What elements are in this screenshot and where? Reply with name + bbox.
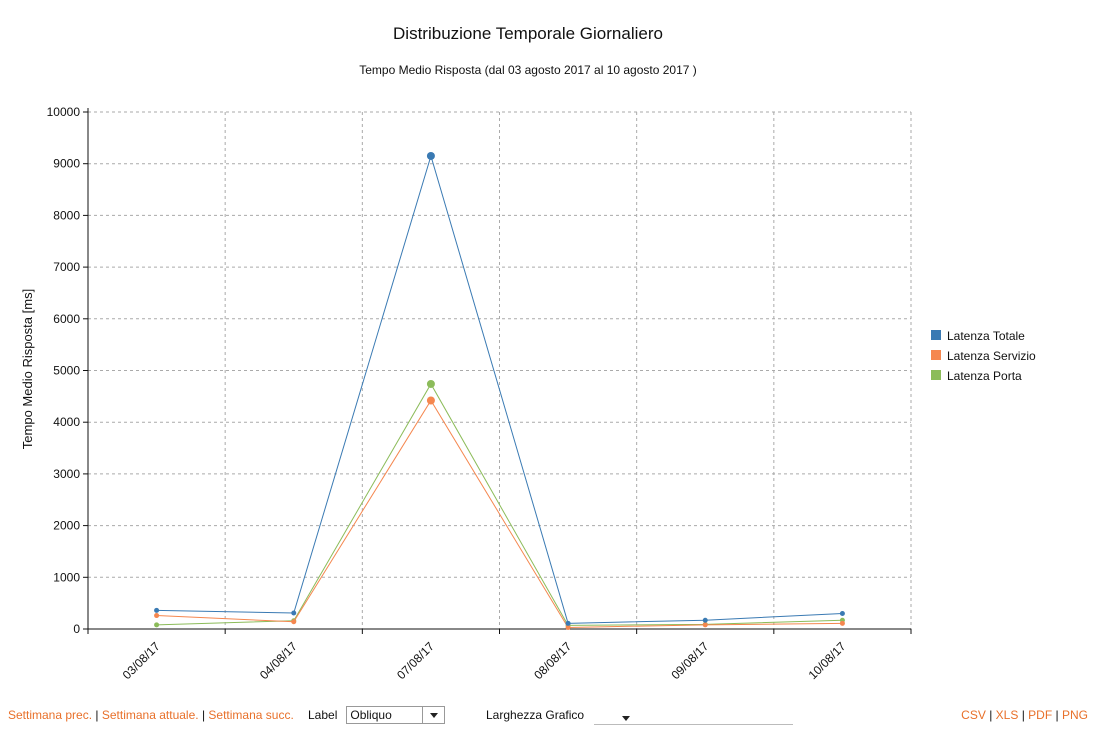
series-group [154, 151, 845, 630]
x-tick-label: 03/08/17 [120, 639, 163, 682]
footer-bar: Settimana prec. | Settimana attuale. | S… [0, 704, 1102, 730]
data-point [839, 610, 845, 616]
nav-separator: | [201, 708, 206, 722]
chart-title: Distribuzione Temporale Giornaliero [393, 24, 663, 43]
legend-swatch [931, 350, 941, 360]
legend-label: Latenza Totale [947, 329, 1025, 343]
x-tick-label: 04/08/17 [257, 639, 300, 682]
axes: 0 1000 2000 3000 4000 5000 6000 7000 8000 9000 100… [47, 105, 912, 682]
legend-label: Latenza Servizio [947, 349, 1036, 363]
nav-separator: | [95, 708, 99, 722]
label-orientation-select[interactable]: Obliquo [346, 706, 446, 724]
dropdown-button[interactable] [422, 707, 444, 723]
chevron-down-icon [429, 712, 438, 718]
series-line [156, 399, 843, 628]
y-tick-label: 7000 [53, 260, 80, 274]
y-tick-label: 9000 [53, 157, 80, 171]
legend-swatch [931, 330, 941, 340]
label-orientation-value: Obliquo [350, 708, 392, 722]
export-png-link[interactable]: PNG [1061, 708, 1088, 722]
label-select-label: Label [308, 708, 338, 722]
chart: Distribuzione Temporale Giornaliero Temp… [20, 24, 1036, 682]
y-tick-label: 4000 [53, 415, 80, 429]
series-line [156, 154, 843, 624]
chart-width-select[interactable] [594, 708, 794, 725]
y-tick-label: 6000 [53, 312, 80, 326]
next-week-link[interactable]: Settimana succ. [208, 708, 294, 722]
export-separator: | [989, 708, 993, 722]
legend-label: Latenza Porta [947, 369, 1022, 383]
x-tick-label: 08/08/17 [531, 639, 574, 682]
export-xls-link[interactable]: XLS [995, 708, 1019, 722]
chart-subtitle: Tempo Medio Risposta (dal 03 agosto 2017… [359, 63, 697, 77]
data-point [565, 624, 571, 630]
x-tick-label: 09/08/17 [668, 639, 711, 682]
legend-swatch [931, 370, 941, 380]
current-week-link[interactable]: Settimana attuale. [101, 708, 199, 722]
data-point [565, 620, 571, 626]
y-tick-label: 3000 [53, 467, 80, 481]
export-pdf-link[interactable]: PDF [1028, 708, 1053, 722]
data-point [291, 619, 297, 625]
y-tick-label: 10000 [47, 105, 81, 119]
export-csv-link[interactable]: CSV [961, 708, 986, 722]
week-navigation: Settimana prec. | Settimana attuale. | S… [8, 708, 294, 722]
y-tick-label: 5000 [53, 364, 80, 378]
x-tick-label: 07/08/17 [394, 639, 437, 682]
data-point [426, 151, 435, 160]
export-separator: | [1055, 708, 1059, 722]
y-tick-label: 1000 [53, 570, 80, 584]
data-point [426, 379, 435, 388]
x-tick-label: 10/08/17 [806, 639, 849, 682]
y-axis-label: Tempo Medio Risposta [ms] [20, 289, 35, 449]
legend: Latenza Totale Latenza Servizio Latenza Po… [931, 329, 1036, 383]
y-tick-label: 8000 [53, 208, 80, 222]
data-point [154, 622, 160, 628]
data-point [154, 607, 160, 613]
chart-width-control: Larghezza Grafico [486, 708, 794, 725]
previous-week-link[interactable]: Settimana prec. [8, 708, 93, 722]
data-point [702, 617, 708, 623]
y-tick-label: 0 [73, 622, 80, 636]
export-links: CSV | XLS | PDF | PNG [961, 708, 1088, 722]
data-point [426, 396, 435, 405]
chart-width-label: Larghezza Grafico [486, 708, 585, 722]
y-tick-label: 2000 [53, 519, 80, 533]
series-line [156, 382, 843, 626]
label-orientation-control: Label Obliquo [308, 706, 446, 724]
data-point [154, 613, 160, 619]
data-point [291, 610, 297, 616]
export-separator: | [1021, 708, 1025, 722]
grid [88, 111, 912, 629]
chevron-down-icon [622, 716, 631, 721]
data-point [839, 620, 845, 626]
data-point [702, 622, 708, 628]
